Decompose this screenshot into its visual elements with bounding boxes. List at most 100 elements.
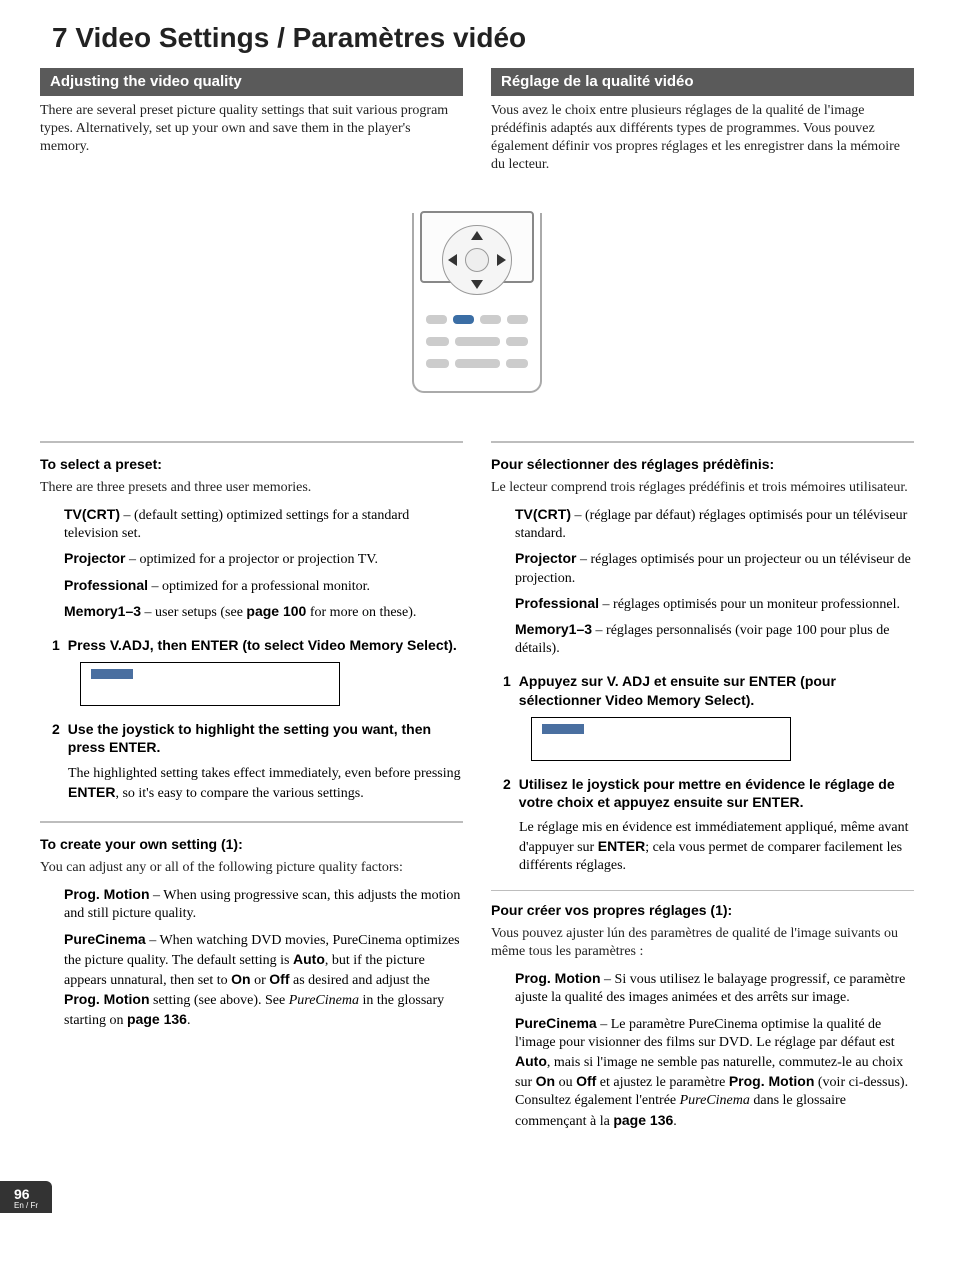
- page-ref: page 100: [246, 603, 306, 619]
- preset-heading: Pour sélectionner des réglages prédèfini…: [491, 455, 914, 473]
- create-lead: You can adjust any or all of the followi…: [40, 859, 463, 877]
- step-number: 1: [503, 672, 511, 708]
- def-term: PureCinema: [515, 1015, 597, 1031]
- def-term: Prog. Motion: [64, 886, 150, 902]
- preset-lead: Le lecteur comprend trois réglages prédé…: [491, 479, 914, 497]
- osd-highlight: [542, 724, 584, 734]
- divider: [40, 821, 463, 823]
- def-item: Memory1–3 – user setups (see page 100 fo…: [64, 602, 463, 622]
- step-number: 2: [503, 775, 511, 811]
- bold: Prog. Motion: [64, 991, 150, 1007]
- step-text: Utilisez le joystick pour mettre en évid…: [519, 775, 914, 811]
- small-button: [455, 359, 500, 368]
- page-number: 96: [14, 1187, 30, 1202]
- text: et ajustez le paramètre: [596, 1075, 729, 1090]
- small-button: [455, 337, 500, 346]
- def-item: PureCinema – Le paramètre PureCinema opt…: [515, 1014, 914, 1131]
- osd-mockup: [531, 717, 791, 761]
- small-button: [426, 337, 449, 346]
- divider: [491, 890, 914, 891]
- def-item: Projector – réglages optimisés pour un p…: [515, 549, 914, 587]
- arrow-left-icon: [448, 254, 457, 266]
- step-body: The highlighted setting takes effect imm…: [68, 765, 463, 803]
- def-text: – optimized for a professional monitor.: [148, 579, 370, 594]
- small-button: [426, 359, 449, 368]
- def-term: Projector: [64, 550, 125, 566]
- step-1: 1 Press V.ADJ, then ENTER (to select Vid…: [52, 636, 463, 654]
- text: .: [673, 1114, 677, 1129]
- preset-heading: To select a preset:: [40, 455, 463, 473]
- def-term: Prog. Motion: [515, 970, 601, 986]
- button-row: [426, 315, 528, 324]
- def-term: TV(CRT): [515, 506, 571, 522]
- bold: Auto: [293, 951, 325, 967]
- step-2: 2 Utilisez le joystick pour mettre en év…: [503, 775, 914, 811]
- left-intro: There are several preset picture quality…: [40, 102, 463, 157]
- small-button: [453, 315, 474, 324]
- definition-list: Prog. Motion – When using progressive sc…: [64, 885, 463, 1030]
- def-text: – réglages optimisés pour un moniteur pr…: [599, 597, 900, 612]
- page: 7 Video Settings / Paramètres vidéo Adju…: [0, 0, 954, 1157]
- step-number: 1: [52, 636, 60, 654]
- italic: PureCinema: [289, 993, 359, 1008]
- small-button: [426, 315, 447, 324]
- def-item: Professional – réglages optimisés pour u…: [515, 594, 914, 614]
- def-text: for more on these).: [306, 605, 416, 620]
- bold: Off: [269, 971, 289, 987]
- right-column-lower: Pour sélectionner des réglages prédèfini…: [491, 423, 914, 1137]
- definition-list: TV(CRT) – (default setting) optimized se…: [64, 505, 463, 622]
- left-column-lower: To select a preset: There are three pres…: [40, 423, 463, 1137]
- def-term: PureCinema: [64, 931, 146, 947]
- create-lead: Vous pouvez ajuster lún des paramètres d…: [491, 925, 914, 961]
- text: as desired and adjust the: [290, 973, 430, 988]
- bold: On: [231, 971, 250, 987]
- page-footer: 96 En / Fr: [0, 1181, 954, 1213]
- dpad: [442, 225, 512, 295]
- bold: Off: [576, 1073, 596, 1089]
- text: The highlighted setting takes effect imm…: [68, 766, 461, 781]
- divider: [40, 441, 463, 443]
- text: or: [251, 973, 270, 988]
- divider: [491, 441, 914, 443]
- step-2: 2 Use the joystick to highlight the sett…: [52, 720, 463, 756]
- step-number: 2: [52, 720, 60, 756]
- right-column: Réglage de la qualité vidéo Vous avez le…: [491, 68, 914, 182]
- page-number-badge: 96 En / Fr: [0, 1181, 52, 1213]
- def-item: TV(CRT) – (réglage par défaut) réglages …: [515, 505, 914, 543]
- text: , so it's easy to compare the various se…: [115, 786, 363, 801]
- def-item: Memory1–3 – réglages personnalisés (voir…: [515, 620, 914, 658]
- small-button: [507, 315, 528, 324]
- right-section-head: Réglage de la qualité vidéo: [491, 68, 914, 96]
- right-intro: Vous avez le choix entre plusieurs régla…: [491, 102, 914, 175]
- two-columns-lower: To select a preset: There are three pres…: [40, 423, 914, 1137]
- osd-mockup: [80, 662, 340, 706]
- bold: Auto: [515, 1053, 547, 1069]
- text: .: [187, 1013, 191, 1028]
- def-term: Projector: [515, 550, 576, 566]
- step-text: Use the joystick to highlight the settin…: [68, 720, 463, 756]
- create-heading: Pour créer vos propres réglages (1):: [491, 901, 914, 919]
- create-heading: To create your own setting (1):: [40, 835, 463, 853]
- def-term: Memory1–3: [515, 621, 592, 637]
- def-item: Professional – optimized for a professio…: [64, 576, 463, 596]
- small-button: [480, 315, 501, 324]
- osd-highlight: [91, 669, 133, 679]
- def-term: Memory1–3: [64, 603, 141, 619]
- def-term: Professional: [64, 577, 148, 593]
- def-item: TV(CRT) – (default setting) optimized se…: [64, 505, 463, 543]
- bold: On: [536, 1073, 555, 1089]
- chapter-title: 7 Video Settings / Paramètres vidéo: [40, 20, 914, 56]
- left-column: Adjusting the video quality There are se…: [40, 68, 463, 182]
- page-ref: page 136: [127, 1011, 187, 1027]
- italic: PureCinema: [680, 1093, 750, 1108]
- def-item: Prog. Motion – Si vous utilisez le balay…: [515, 969, 914, 1007]
- def-item: PureCinema – When watching DVD movies, P…: [64, 930, 463, 1031]
- step-body: Le réglage mis en évidence est immédiate…: [519, 819, 914, 876]
- def-term: TV(CRT): [64, 506, 120, 522]
- bold: Prog. Motion: [729, 1073, 815, 1089]
- button-row: [426, 359, 528, 368]
- two-columns: Adjusting the video quality There are se…: [40, 68, 914, 182]
- step-1: 1 Appuyez sur V. ADJ et ensuite sur ENTE…: [503, 672, 914, 708]
- step-text: Appuyez sur V. ADJ et ensuite sur ENTER …: [519, 672, 914, 708]
- button-row: [426, 337, 528, 346]
